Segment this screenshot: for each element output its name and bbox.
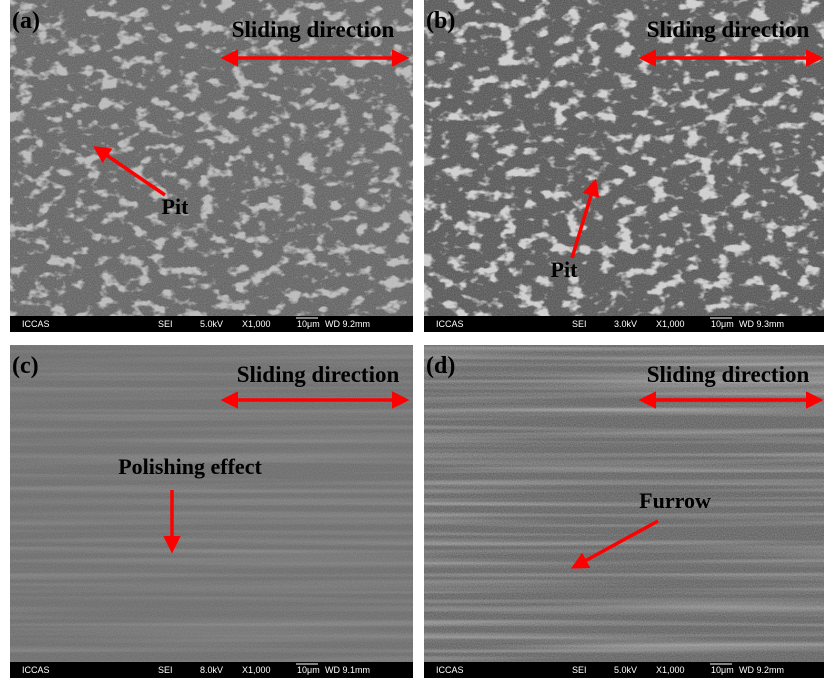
texture [10, 345, 413, 662]
direction-label: Sliding direction [647, 17, 810, 42]
info-text: X1,000 [242, 319, 271, 329]
info-text: 5.0kV [614, 665, 637, 675]
annotation: Furrow [639, 488, 711, 513]
annotation: Pit [551, 257, 579, 282]
direction-label: Sliding direction [647, 362, 810, 387]
info-text: SEI [158, 665, 173, 675]
info-text: WD 9.1mm [325, 665, 370, 675]
info-text: 10μm [297, 319, 320, 329]
annotation: Polishing effect [118, 454, 262, 479]
info-text: SEI [572, 665, 587, 675]
info-text: SEI [572, 319, 587, 329]
texture [10, 0, 413, 316]
direction-label: Sliding direction [237, 362, 400, 387]
panel-label: (a) [12, 8, 40, 34]
panel-label: (c) [12, 353, 39, 379]
info-text: ICCAS [436, 665, 464, 675]
info-text: ICCAS [22, 665, 50, 675]
info-text: WD 9.2mm [739, 665, 784, 675]
panel-label: (b) [426, 8, 455, 34]
info-text: X1,000 [656, 319, 685, 329]
info-text: WD 9.3mm [739, 319, 784, 329]
info-text: X1,000 [242, 665, 271, 675]
figure: (a) Sliding direction Pit ICCAS SEI 5.0kV X1,0… [0, 0, 824, 678]
info-text: 10μm [297, 665, 320, 675]
info-text: 5.0kV [200, 319, 223, 329]
info-text: 10μm [711, 665, 734, 675]
panel-label: (d) [426, 353, 455, 379]
info-text: X1,000 [656, 665, 685, 675]
annotation: Pit [162, 194, 190, 219]
info-text: WD 9.2mm [325, 319, 370, 329]
texture [424, 345, 824, 662]
info-text: SEI [158, 319, 173, 329]
info-text: 3.0kV [614, 319, 637, 329]
texture [424, 0, 824, 316]
direction-label: Sliding direction [232, 17, 395, 42]
info-text: 10μm [711, 319, 734, 329]
info-text: ICCAS [22, 319, 50, 329]
info-text: ICCAS [436, 319, 464, 329]
info-text: 8.0kV [200, 665, 223, 675]
